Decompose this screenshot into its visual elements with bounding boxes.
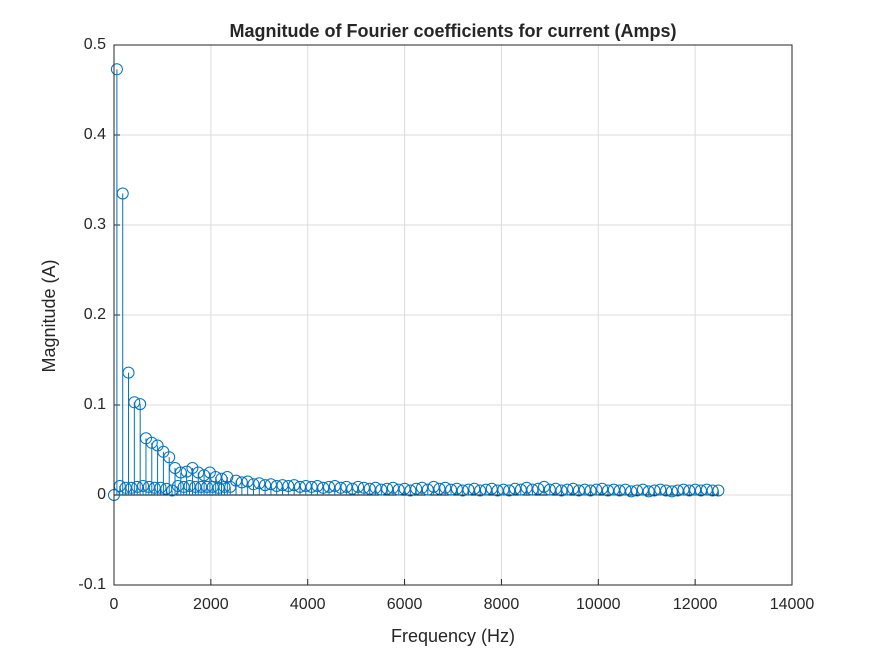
y-axis-label: Magnitude (A) bbox=[39, 259, 59, 372]
stem-marker bbox=[183, 480, 196, 492]
stem-marker bbox=[241, 475, 254, 488]
stem-marker bbox=[171, 480, 184, 492]
stem-marker bbox=[276, 479, 289, 492]
y-tick-label: 0 bbox=[97, 486, 106, 503]
stem-marker bbox=[311, 480, 324, 492]
stem-marker bbox=[677, 483, 690, 496]
stem-marker bbox=[654, 483, 667, 496]
y-tick-label: 0.2 bbox=[84, 306, 106, 323]
stem-marker bbox=[596, 482, 609, 495]
stem-marker bbox=[398, 482, 411, 495]
stem-marker bbox=[700, 483, 713, 496]
x-tick-label: 0 bbox=[110, 596, 119, 613]
stem-marker bbox=[485, 482, 498, 495]
stem-marker bbox=[538, 480, 551, 493]
stem-marker bbox=[357, 481, 370, 494]
y-tick-label: 0.5 bbox=[84, 36, 106, 53]
stem-marker bbox=[712, 484, 725, 497]
stem-marker bbox=[549, 482, 562, 495]
stem-marker bbox=[427, 480, 440, 493]
stem-marker bbox=[122, 366, 135, 379]
stem-marker bbox=[328, 480, 341, 492]
x-tick-label: 4000 bbox=[290, 596, 326, 613]
stem-marker bbox=[578, 483, 591, 496]
stem-marker bbox=[497, 483, 510, 496]
stem-marker bbox=[209, 471, 222, 483]
stem-marker bbox=[416, 481, 429, 494]
x-tick-label: 14000 bbox=[770, 596, 815, 613]
x-tick-label: 2000 bbox=[193, 596, 229, 613]
stem-marker bbox=[689, 483, 702, 496]
y-tick-label: -0.1 bbox=[78, 576, 106, 593]
stem-marker bbox=[567, 482, 580, 495]
stem-marker bbox=[154, 481, 167, 494]
stem-marker bbox=[660, 484, 673, 497]
stem-marker bbox=[116, 187, 129, 200]
stem-marker bbox=[264, 478, 277, 491]
chart-title: Magnitude of Fourier coefficients for cu… bbox=[229, 21, 676, 41]
stem-marker bbox=[607, 483, 620, 496]
stem-marker bbox=[160, 482, 173, 495]
stem-marker bbox=[439, 481, 452, 494]
stem-marker bbox=[253, 477, 266, 490]
stem-marker bbox=[110, 63, 123, 76]
y-tick-label: 0.4 bbox=[84, 126, 106, 143]
axes-box bbox=[113, 44, 793, 586]
stem-marker bbox=[134, 398, 147, 411]
stem-marker bbox=[450, 482, 463, 495]
stem-marker bbox=[142, 480, 155, 493]
stem-marker bbox=[340, 480, 353, 493]
x-axis-label: Frequency (Hz) bbox=[391, 626, 515, 646]
x-tick-label: 12000 bbox=[673, 596, 718, 613]
stem-marker bbox=[352, 480, 365, 493]
stem-marker bbox=[230, 474, 243, 487]
stem-marker bbox=[386, 481, 399, 494]
stem-marker bbox=[192, 466, 205, 479]
stem-marker bbox=[508, 482, 521, 495]
stem-marker bbox=[128, 396, 141, 409]
stem-marker bbox=[636, 483, 649, 496]
stem-marker bbox=[163, 451, 176, 464]
x-tick-label: 6000 bbox=[387, 596, 423, 613]
stem-marker bbox=[619, 483, 632, 496]
stem-marker bbox=[369, 481, 382, 494]
stem-marker bbox=[468, 482, 481, 495]
stem-marker bbox=[299, 480, 312, 492]
stem-marker bbox=[288, 479, 301, 492]
stem-marker bbox=[520, 481, 533, 494]
stem-marker bbox=[145, 436, 158, 449]
stem-marker bbox=[137, 480, 150, 492]
x-tick-label: 8000 bbox=[484, 596, 520, 613]
x-tick-label: 10000 bbox=[576, 596, 621, 613]
y-tick-label: 0.3 bbox=[84, 216, 106, 233]
y-tick-label: 0.1 bbox=[84, 396, 106, 413]
